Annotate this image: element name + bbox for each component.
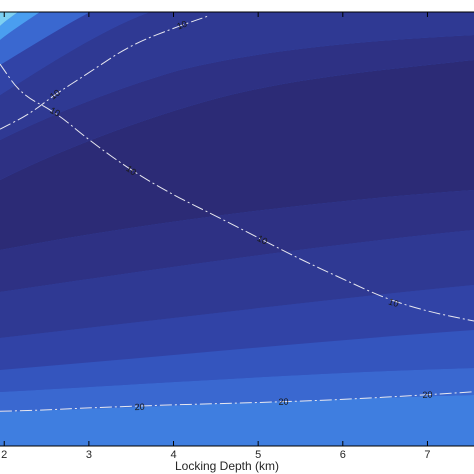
filled-contour-bands bbox=[0, 12, 474, 446]
contour-line-10 bbox=[0, 63, 474, 322]
x-tick-label: 4 bbox=[170, 449, 176, 461]
contour-band bbox=[0, 190, 474, 292]
contour-label: 20 bbox=[422, 390, 433, 401]
x-tick-label: 2 bbox=[1, 449, 7, 461]
contour-label: 10 bbox=[176, 19, 189, 32]
contour-label: 10 bbox=[256, 233, 269, 246]
x-axis-label: Locking Depth (km) bbox=[175, 459, 279, 473]
contour-label: 10 bbox=[48, 105, 61, 118]
contour-band bbox=[0, 368, 474, 412]
x-tick-label: 7 bbox=[424, 449, 430, 461]
contour-label: 10 bbox=[48, 87, 62, 101]
contour-band bbox=[0, 230, 474, 338]
x-tick-label: 5 bbox=[255, 449, 261, 461]
contour-band bbox=[0, 12, 40, 40]
plot-frame bbox=[0, 11, 474, 447]
contour-band bbox=[0, 60, 474, 250]
contour-band bbox=[0, 12, 474, 140]
contour-band bbox=[0, 395, 474, 446]
x-tick-label: 3 bbox=[86, 449, 92, 461]
plot-area: 10 10 10 10 20 20 20 10 10 bbox=[0, 12, 474, 446]
contour-labels: 10 10 10 10 20 20 20 10 10 bbox=[48, 19, 433, 413]
contour-line-10 bbox=[0, 15, 208, 130]
contour-label: 10 bbox=[124, 163, 138, 177]
contour-line-20 bbox=[0, 391, 474, 412]
contour-label: 20 bbox=[278, 397, 288, 407]
contour-band bbox=[0, 285, 474, 370]
contour-label: 10 bbox=[387, 297, 400, 310]
x-tick-label: 6 bbox=[340, 449, 346, 461]
contour-band bbox=[0, 12, 90, 65]
contour-band bbox=[0, 330, 474, 392]
contour-label: 20 bbox=[134, 402, 144, 412]
x-axis: 2 3 4 5 6 7 bbox=[1, 12, 431, 461]
contour-lines bbox=[0, 15, 474, 412]
contour-band bbox=[0, 12, 150, 95]
contour-band bbox=[0, 35, 474, 180]
